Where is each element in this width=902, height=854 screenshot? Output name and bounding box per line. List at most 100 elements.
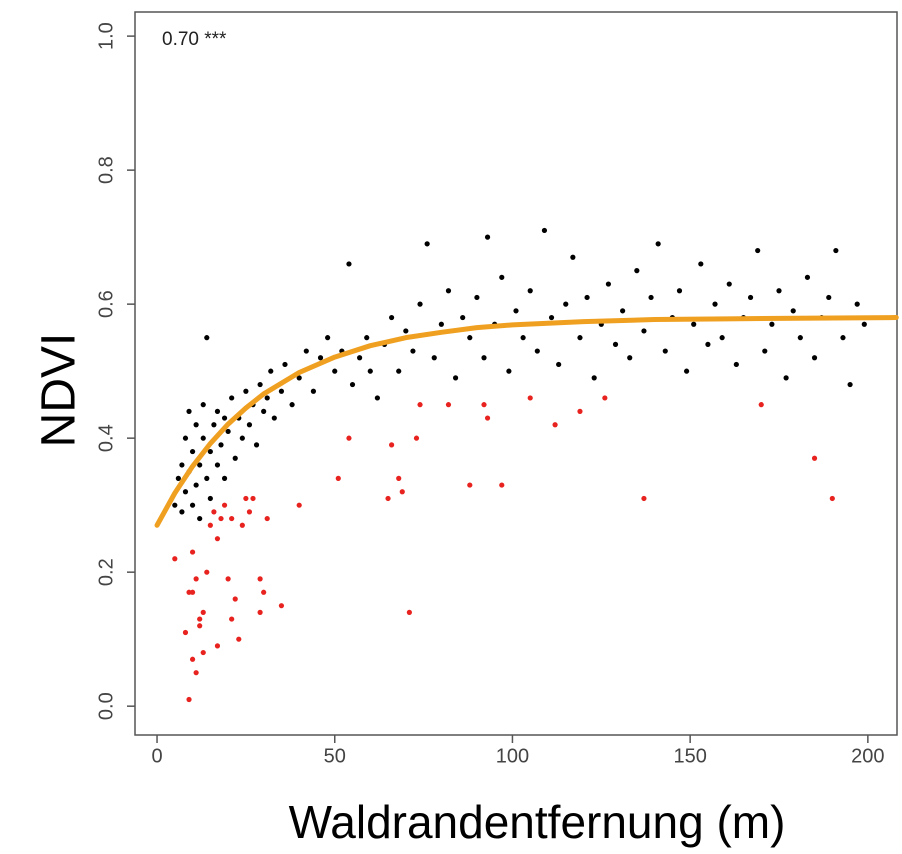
data-point: [261, 589, 267, 595]
data-point: [445, 288, 452, 294]
data-point: [197, 462, 203, 468]
data-point: [452, 375, 459, 381]
data-point: [417, 402, 423, 408]
data-point: [189, 448, 196, 455]
data-point: [403, 328, 409, 334]
data-point: [705, 341, 711, 347]
data-point: [389, 314, 395, 321]
data-point: [719, 335, 725, 341]
data-point: [200, 435, 206, 441]
data-point: [278, 388, 285, 394]
data-point: [282, 361, 288, 368]
data-point: [207, 448, 213, 455]
data-point: [413, 435, 420, 441]
data-point: [257, 576, 263, 582]
data-point: [417, 301, 423, 307]
data-point: [548, 314, 555, 321]
data-point: [389, 442, 395, 448]
data-point: [204, 335, 210, 341]
y-tick-label: 0.4: [95, 424, 117, 452]
data-point: [197, 616, 203, 622]
data-point: [406, 609, 412, 615]
data-point: [193, 670, 199, 676]
y-tick-label: 0.6: [95, 290, 117, 318]
data-point: [499, 482, 505, 488]
data-point: [204, 569, 210, 575]
data-point: [175, 475, 181, 481]
data-point: [193, 576, 199, 582]
data-point: [221, 475, 228, 481]
data-point: [385, 495, 391, 502]
data-point: [577, 408, 583, 414]
data-point: [484, 415, 491, 421]
data-point: [332, 368, 338, 374]
data-point: [232, 596, 238, 602]
y-tick-label: 1.0: [95, 22, 117, 50]
plot-frame: [134, 11, 898, 736]
data-point: [826, 294, 832, 301]
data-point: [861, 321, 867, 327]
data-point: [239, 522, 245, 528]
data-point: [182, 435, 189, 441]
data-point: [349, 381, 356, 388]
data-point: [641, 495, 647, 502]
data-point: [662, 348, 668, 354]
data-point: [481, 355, 487, 361]
data-point: [655, 241, 661, 247]
data-point: [357, 355, 363, 361]
data-point: [829, 495, 835, 502]
data-point: [691, 321, 697, 327]
data-point: [726, 281, 732, 287]
data-point: [193, 422, 199, 428]
data-point: [221, 502, 228, 508]
data-point: [634, 268, 640, 274]
data-point: [367, 368, 373, 374]
data-point: [747, 294, 754, 301]
data-point: [261, 408, 267, 414]
data-point: [172, 502, 178, 508]
data-point: [246, 509, 253, 515]
data-point: [811, 455, 818, 461]
data-point: [218, 442, 224, 448]
data-point: [189, 502, 196, 508]
data-point: [229, 616, 235, 622]
data-point: [833, 247, 839, 254]
data-point: [346, 435, 352, 441]
data-point: [762, 348, 768, 354]
data-point: [481, 402, 487, 408]
data-point: [207, 522, 213, 528]
data-point: [797, 335, 803, 341]
data-point: [207, 495, 213, 502]
data-point: [193, 482, 199, 488]
data-point: [755, 247, 761, 254]
x-tick-label: 0: [151, 745, 162, 767]
data-point: [424, 241, 430, 247]
data-point: [200, 649, 206, 656]
data-point: [399, 489, 405, 495]
data-point: [310, 388, 317, 394]
data-point: [641, 328, 647, 334]
data-point: [317, 355, 324, 361]
annotation: 0.70 ***: [162, 29, 227, 50]
data-point: [790, 308, 796, 314]
data-point: [246, 422, 253, 428]
data-point: [296, 375, 302, 381]
data-point: [758, 402, 764, 408]
y-axis-label: NDVI: [33, 333, 86, 448]
data-point: [289, 402, 295, 408]
data-point: [712, 301, 718, 307]
data-point: [268, 368, 274, 374]
data-point: [541, 227, 548, 234]
data-point: [396, 475, 402, 481]
x-tick-label: 150: [673, 745, 706, 767]
data-point: [214, 462, 221, 468]
data-point: [556, 361, 562, 368]
data-point: [232, 455, 238, 461]
data-point: [211, 422, 217, 428]
data-point: [335, 475, 341, 481]
data-point: [197, 623, 203, 629]
data-point: [374, 395, 380, 401]
data-point: [253, 442, 260, 448]
data-point: [499, 274, 505, 280]
